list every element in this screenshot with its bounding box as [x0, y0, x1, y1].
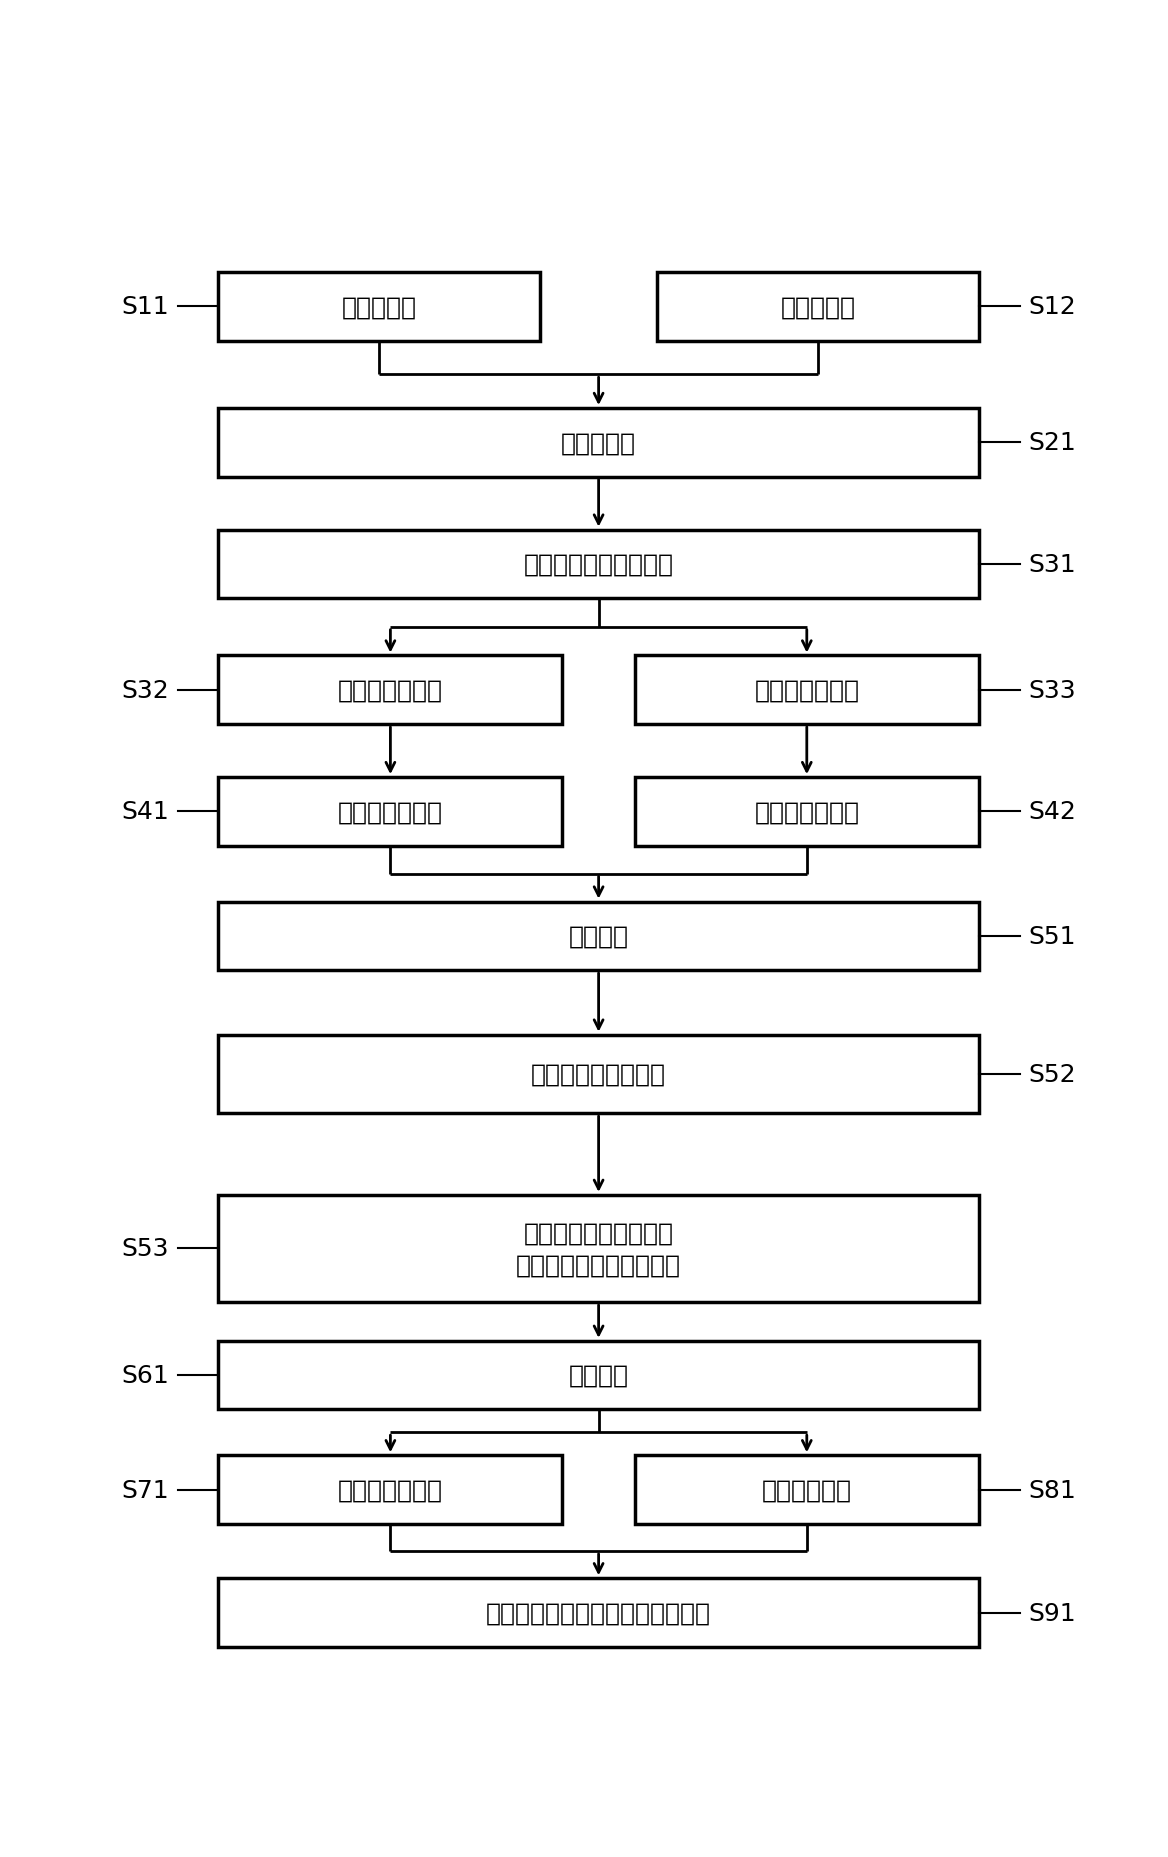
Text: S51: S51: [1029, 925, 1076, 949]
Text: S52: S52: [1029, 1062, 1076, 1086]
Text: 输出左目标图像: 输出左目标图像: [338, 678, 443, 702]
Bar: [218, 1034, 979, 1114]
Text: S91: S91: [1029, 1601, 1076, 1625]
Bar: [635, 778, 979, 847]
Text: S32: S32: [120, 678, 168, 702]
Text: 预处理图像: 预处理图像: [561, 431, 637, 455]
Text: S61: S61: [120, 1363, 168, 1387]
Text: 输出三维尺寸：长度、宽度和高度: 输出三维尺寸：长度、宽度和高度: [486, 1601, 711, 1625]
Text: S41: S41: [120, 800, 168, 825]
Bar: [218, 531, 979, 600]
Text: 提取右图像特征: 提取右图像特征: [755, 800, 860, 825]
Bar: [658, 273, 979, 342]
Bar: [218, 1578, 979, 1647]
Text: 生成三维立体图: 生成三维立体图: [338, 1478, 443, 1502]
Bar: [218, 1341, 979, 1409]
Bar: [218, 409, 979, 477]
Text: S71: S71: [121, 1478, 168, 1502]
Text: S21: S21: [1029, 431, 1077, 455]
Text: S53: S53: [121, 1237, 168, 1261]
Text: 测量区域选择: 测量区域选择: [762, 1478, 851, 1502]
Text: S12: S12: [1029, 295, 1077, 319]
Text: S31: S31: [1029, 553, 1076, 576]
Text: 输入右图像: 输入右图像: [780, 295, 856, 319]
Bar: [635, 1456, 979, 1525]
Text: S11: S11: [121, 295, 168, 319]
Text: 物像反求: 物像反求: [569, 1363, 628, 1387]
Text: 特征匹配: 特征匹配: [569, 925, 628, 949]
Text: 输入左图像: 输入左图像: [341, 295, 417, 319]
Bar: [218, 656, 563, 724]
Text: 匹配点图像坐标输出：
右图像坐标和左图像坐标: 匹配点图像坐标输出： 右图像坐标和左图像坐标: [516, 1222, 681, 1276]
Bar: [635, 656, 979, 724]
Text: S33: S33: [1029, 678, 1076, 702]
Text: S42: S42: [1029, 800, 1077, 825]
Text: 输出右目标图像: 输出右目标图像: [755, 678, 860, 702]
Text: 提取左图像特征: 提取左图像特征: [338, 800, 443, 825]
Text: 匹配结果优化和纠错: 匹配结果优化和纠错: [531, 1062, 666, 1086]
Text: S81: S81: [1029, 1478, 1077, 1502]
Bar: [218, 273, 540, 342]
Text: 识别左右图像中的目标: 识别左右图像中的目标: [523, 553, 674, 576]
Bar: [218, 903, 979, 971]
Bar: [218, 778, 563, 847]
Bar: [218, 1196, 979, 1302]
Bar: [218, 1456, 563, 1525]
